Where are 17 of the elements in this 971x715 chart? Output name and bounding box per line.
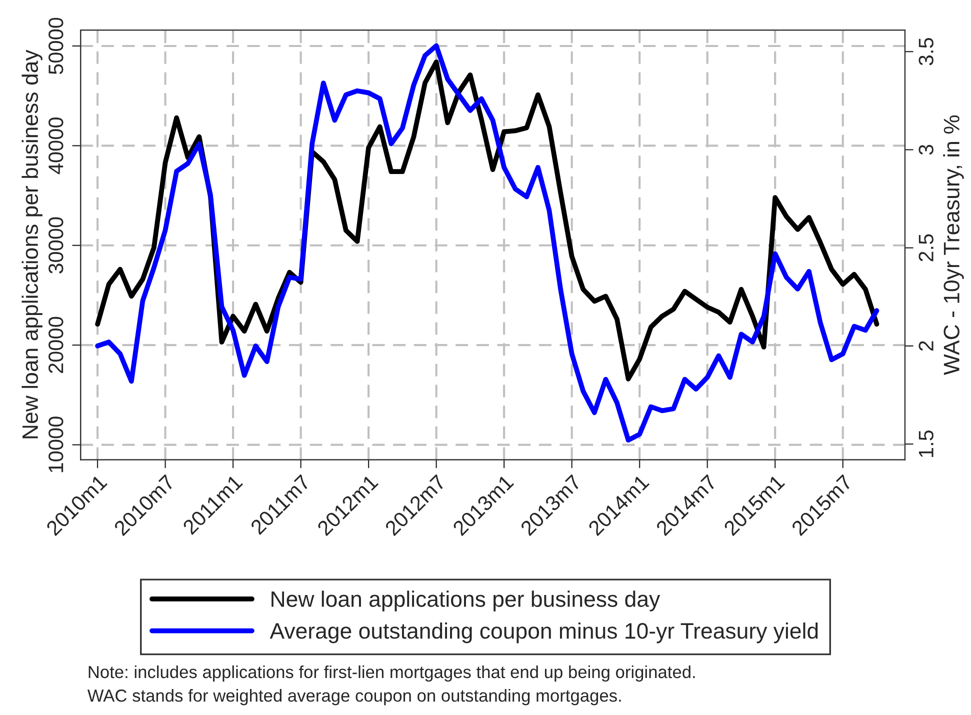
text: WAC stands for weighted average coupon on outstanding mortgages. xyxy=(87,689,621,706)
y-tick-label: 40000 xyxy=(48,118,64,174)
y2-tick-label: 1.5 xyxy=(918,430,934,457)
y-tick-label: 10000 xyxy=(48,416,64,472)
legend-label: New loan applications per business day xyxy=(272,590,660,612)
y-tick-label: 30000 xyxy=(48,217,64,274)
y2-tick-label: 3.5 xyxy=(918,38,934,66)
y2-axis-title: WAC - 10yr Treasury, in % xyxy=(943,115,964,376)
legend-label: Average outstanding coupon minus 10-yr Treasury yield xyxy=(270,622,818,644)
y2-tick-label: 3 xyxy=(918,144,934,155)
y-axis-title: New loan applications per business day xyxy=(22,50,42,438)
y2-tick-label: 2.5 xyxy=(918,234,934,262)
line-series xyxy=(95,43,880,443)
text: Note: includes applications for first-lien mortgages that end up being originated. xyxy=(88,665,695,682)
y-tick-label: 50000 xyxy=(48,18,64,74)
y2-tick-label: 2 xyxy=(918,341,934,351)
y-tick-label: 20000 xyxy=(48,316,64,374)
